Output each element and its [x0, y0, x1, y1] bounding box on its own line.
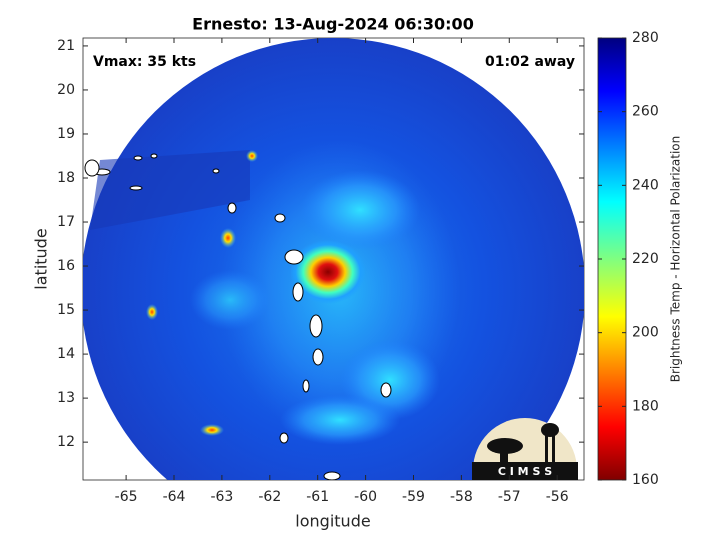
- annotation: 01:02 away: [485, 54, 575, 70]
- x-tick-label: -63: [210, 489, 233, 505]
- swath-image: C I M S S: [83, 38, 584, 480]
- cimss-logo: C I M S S: [472, 418, 578, 480]
- colorbar-tick-label: 260: [632, 104, 659, 120]
- colorbar-tick-label: 180: [632, 398, 659, 414]
- x-tick-label: -59: [402, 489, 425, 505]
- colorbar: [597, 37, 627, 481]
- y-tick-label: 13: [57, 390, 75, 406]
- colorbar-tick-label: 220: [632, 251, 659, 267]
- chart-title: Ernesto: 13-Aug-2024 06:30:00: [192, 15, 474, 34]
- y-tick-label: 20: [57, 82, 75, 98]
- x-axis-label: longitude: [295, 512, 370, 531]
- y-tick-label: 12: [57, 434, 75, 450]
- y-axis-label: latitude: [32, 228, 51, 289]
- x-tick-label: -58: [450, 489, 473, 505]
- y-tick-label: 16: [57, 258, 75, 274]
- colorbar-tick-label: 200: [632, 325, 659, 341]
- y-tick-label: 18: [57, 170, 75, 186]
- x-tick-label: -60: [354, 489, 377, 505]
- x-tick-label: -57: [498, 489, 521, 505]
- y-tick-label: 17: [57, 214, 75, 230]
- colorbar-label: Brightness Temp - Horizontal Polarizatio…: [669, 136, 683, 383]
- y-tick-label: 14: [57, 346, 75, 362]
- colorbar-tick-label: 160: [632, 472, 659, 488]
- x-tick-label: -65: [115, 489, 138, 505]
- x-tick-label: -61: [306, 489, 329, 505]
- annotation: Vmax: 35 kts: [93, 54, 196, 70]
- y-tick-label: 15: [57, 302, 75, 318]
- colorbar-tick-label: 240: [632, 177, 659, 193]
- logo-text: C I M S S: [498, 465, 552, 478]
- x-tick-label: -64: [163, 489, 186, 505]
- y-tick-label: 19: [57, 126, 75, 142]
- x-tick-label: -62: [258, 489, 281, 505]
- x-tick-label: -56: [546, 489, 569, 505]
- y-tick-label: 21: [57, 38, 75, 54]
- colorbar-tick-label: 280: [632, 30, 659, 46]
